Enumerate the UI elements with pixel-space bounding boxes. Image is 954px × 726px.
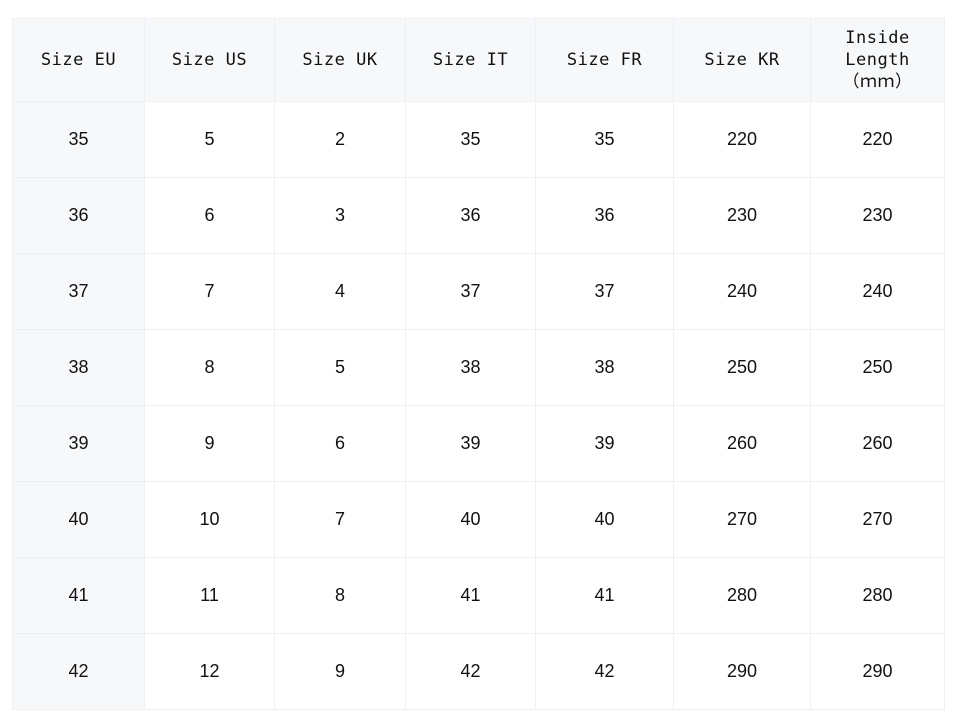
table-cell: 220 — [810, 101, 945, 178]
table-row: 39 9 6 39 39 260 260 — [12, 405, 945, 482]
column-header: Size IT — [405, 18, 536, 102]
table-cell: 250 — [673, 329, 811, 406]
column-header-label: Size KR — [704, 50, 780, 70]
table-row: 42 12 9 42 42 290 290 — [12, 633, 945, 710]
column-header-unit: （ｍｍ） — [842, 72, 913, 92]
table-cell: 10 — [144, 481, 275, 558]
table-cell: 41 — [535, 557, 674, 634]
header-row: Size EU Size US Size UK Size IT Size FR Size … — [12, 18, 945, 102]
table-cell: 2 — [274, 101, 406, 178]
column-header: Size FR — [535, 18, 674, 102]
table-body: 35 5 2 35 35 220 220 36 6 3 36 36 230 230 37 7 4 37 37 240 2… — [12, 101, 945, 710]
table-cell: 8 — [144, 329, 275, 406]
table-cell: 11 — [144, 557, 275, 634]
table-cell: 40 — [405, 481, 536, 558]
table-cell: 280 — [810, 557, 945, 634]
column-header: Size US — [144, 18, 275, 102]
table-cell: 35 — [405, 101, 536, 178]
table-cell: 5 — [274, 329, 406, 406]
table-cell: 260 — [673, 405, 811, 482]
table-cell: 7 — [144, 253, 275, 330]
column-header-label: Inside Length — [845, 28, 910, 70]
table-cell: 38 — [12, 329, 145, 406]
table-cell: 38 — [535, 329, 674, 406]
table-cell: 290 — [810, 633, 945, 710]
table-row: 37 7 4 37 37 240 240 — [12, 253, 945, 330]
table-cell: 42 — [405, 633, 536, 710]
column-header: Size UK — [274, 18, 406, 102]
table-cell: 6 — [274, 405, 406, 482]
table-cell: 9 — [144, 405, 275, 482]
table-cell: 42 — [12, 633, 145, 710]
table-row: 40 10 7 40 40 270 270 — [12, 481, 945, 558]
table-cell: 40 — [535, 481, 674, 558]
table-row: 35 5 2 35 35 220 220 — [12, 101, 945, 178]
table-cell: 3 — [274, 177, 406, 254]
table-cell: 290 — [673, 633, 811, 710]
column-header: Inside Length （ｍｍ） — [810, 18, 945, 102]
size-chart-table: Size EU Size US Size UK Size IT Size FR Size … — [12, 18, 945, 710]
table-cell: 39 — [405, 405, 536, 482]
table-cell: 8 — [274, 557, 406, 634]
table-cell: 36 — [405, 177, 536, 254]
table-cell: 36 — [12, 177, 145, 254]
table-cell: 39 — [12, 405, 145, 482]
column-header-label: Size IT — [432, 50, 509, 70]
column-header: Size EU — [12, 18, 145, 102]
table-cell: 38 — [405, 329, 536, 406]
table-cell: 270 — [673, 481, 811, 558]
column-header-label: Size FR — [566, 50, 643, 70]
table-cell: 220 — [673, 101, 811, 178]
table-cell: 6 — [144, 177, 275, 254]
table-cell: 9 — [274, 633, 406, 710]
table-cell: 270 — [810, 481, 945, 558]
table-cell: 40 — [12, 481, 145, 558]
table-cell: 230 — [810, 177, 945, 254]
column-header-label: Size EU — [40, 50, 117, 70]
table-cell: 36 — [535, 177, 674, 254]
table-cell: 35 — [12, 101, 145, 178]
table-cell: 4 — [274, 253, 406, 330]
column-header-label: Size US — [171, 50, 248, 70]
table-row: 41 11 8 41 41 280 280 — [12, 557, 945, 634]
table-cell: 240 — [810, 253, 945, 330]
table-cell: 260 — [810, 405, 945, 482]
table-cell: 250 — [810, 329, 945, 406]
table-cell: 41 — [405, 557, 536, 634]
table-cell: 12 — [144, 633, 275, 710]
column-header: Size KR — [673, 18, 811, 102]
table-cell: 240 — [673, 253, 811, 330]
table-cell: 280 — [673, 557, 811, 634]
table-row: 38 8 5 38 38 250 250 — [12, 329, 945, 406]
table-cell: 39 — [535, 405, 674, 482]
table-cell: 37 — [405, 253, 536, 330]
column-header-label: Size UK — [302, 50, 378, 70]
table-cell: 37 — [12, 253, 145, 330]
table-row: 36 6 3 36 36 230 230 — [12, 177, 945, 254]
table-cell: 35 — [535, 101, 674, 178]
table-cell: 230 — [673, 177, 811, 254]
table-cell: 7 — [274, 481, 406, 558]
table-cell: 42 — [535, 633, 674, 710]
table-cell: 5 — [144, 101, 275, 178]
table-cell: 37 — [535, 253, 674, 330]
table-cell: 41 — [12, 557, 145, 634]
